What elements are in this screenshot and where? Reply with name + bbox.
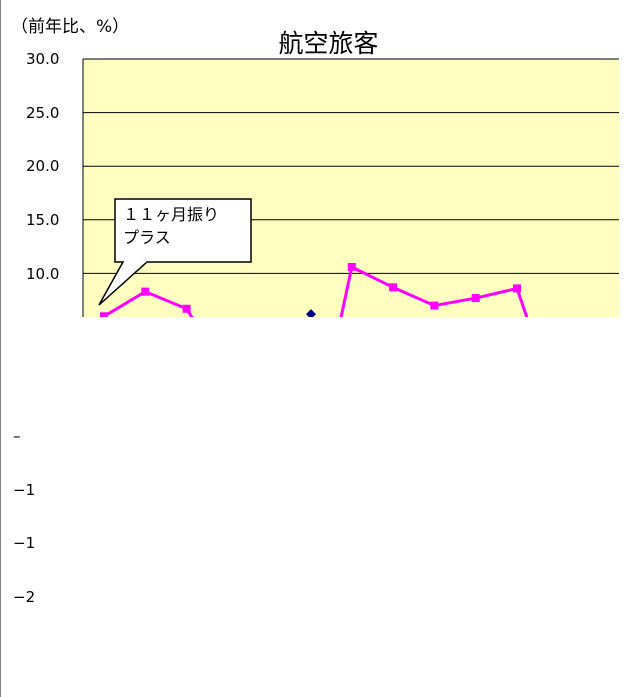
series-group (100, 262, 529, 317)
y-tick-label: 25.0 (26, 104, 59, 122)
data-point-marker (430, 301, 439, 310)
data-point-marker (389, 283, 398, 292)
y-axis-unit-label: （前年比、%） (11, 17, 130, 37)
y-tick-label: 30.0 (26, 50, 59, 68)
callout-text-line1: １１ヶ月振り (123, 205, 219, 224)
data-point-marker (471, 294, 480, 303)
data-point-marker (100, 312, 108, 317)
y-tick-label: 15.0 (26, 211, 59, 229)
callout-bubble (98, 198, 252, 306)
data-point-marker (141, 287, 150, 296)
chart-title: 航空旅客 (278, 29, 379, 58)
data-point-marker (513, 284, 521, 293)
y-tick-label: −1 (13, 481, 35, 499)
series-line (103, 289, 194, 317)
data-point-marker (347, 262, 356, 271)
series-line (308, 313, 313, 317)
y-tick-label: 10.0 (26, 265, 59, 283)
callout-text-line2: プラス (123, 228, 171, 247)
plot-area (83, 59, 619, 317)
y-tick-label: – (13, 427, 21, 445)
y-tick-label: 20.0 (26, 157, 59, 175)
y-tick-label: −1 (13, 534, 35, 552)
data-point-marker (182, 304, 191, 313)
y-tick-label: −2 (13, 588, 35, 606)
data-point-marker (306, 309, 316, 317)
